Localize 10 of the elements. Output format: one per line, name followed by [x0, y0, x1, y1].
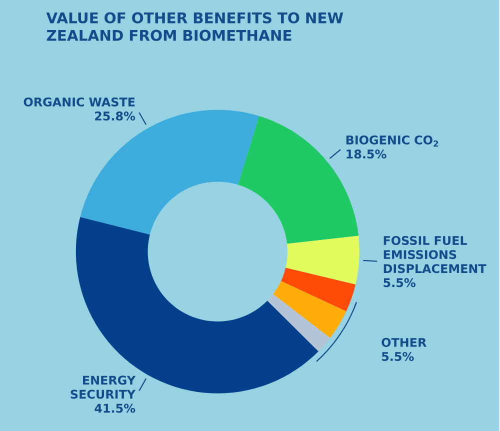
- text: OTHER 5.5%: [382, 338, 426, 361]
- data-label: 41.5%: [94, 404, 136, 413]
- slice-label: BIOGENIC CO$_{2}$: [346, 135, 438, 146]
- data-label: 18.5%: [346, 149, 386, 158]
- data-label: 5.5%: [384, 278, 416, 288]
- slice-label: FOSSIL FUEL EMISSIONS DISPLACEMENT: [384, 236, 486, 273]
- slice-label: ORGANIC WASTE: [24, 97, 135, 106]
- data-label: 25.8%: [95, 111, 136, 120]
- chart-title: VALUE OF OTHER BENEFITS TO NEW ZEALAND FROM BIOMETHANE: [46, 12, 344, 41]
- slice-label: ENERGY SECURITY: [70, 376, 136, 399]
